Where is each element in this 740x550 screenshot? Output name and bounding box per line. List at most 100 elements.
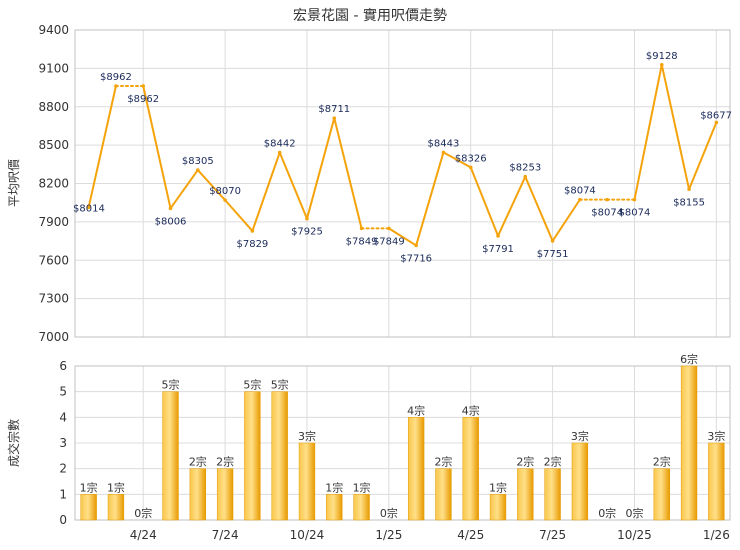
price-line-segment (469, 166, 500, 237)
price-point-labels: $8014 $8962 $8962 $8006 $8305 $8070 $7829 $8442… (73, 51, 732, 265)
volume-bar (298, 442, 316, 521)
price-point (687, 187, 691, 192)
volume-bar-label: 2宗 (544, 455, 562, 469)
price-line-segment (169, 169, 199, 210)
price-line-segment (278, 151, 308, 220)
price-line-segment (387, 227, 418, 247)
volume-bar-label: 0宗 (380, 506, 398, 520)
price-point (632, 197, 637, 202)
price-point (114, 84, 118, 88)
volume-bar-label: 0宗 (598, 506, 616, 520)
volume-bar-label: 3宗 (298, 429, 316, 443)
volume-bar (407, 417, 425, 521)
price-point (523, 174, 528, 179)
price-point (468, 165, 473, 170)
price-point (359, 226, 364, 231)
volume-bar-label: 0宗 (625, 506, 643, 520)
volume-y-axis-label: 成交宗數 (6, 419, 21, 467)
volume-y-tick-label: 2 (59, 462, 67, 476)
price-y-tick-label: 7000 (38, 330, 69, 344)
volume-bar (544, 468, 561, 521)
volume-bar (216, 468, 234, 521)
price-y-axis-label: 平均呎價 (7, 159, 21, 207)
price-y-tick-label: 8800 (38, 100, 69, 114)
volume-plot-frame (74, 365, 731, 521)
x-tick-label: 10/25 (617, 528, 652, 542)
price-point (714, 120, 719, 125)
volume-bar (489, 494, 507, 521)
volume-bar-label: 5宗 (243, 378, 261, 392)
price-point-label: $8305 (182, 156, 214, 167)
price-point-label: $7849 (346, 236, 378, 247)
price-point-label: $8253 (509, 163, 541, 174)
price-line-segment (196, 169, 227, 202)
price-line-segment (633, 63, 663, 201)
price-point-label: $7751 (537, 249, 569, 260)
price-point (387, 226, 391, 231)
volume-y-tick-label: 6 (59, 359, 67, 373)
volume-bar-label: 4宗 (462, 403, 480, 417)
price-line-segment (224, 199, 254, 232)
volume-bar (162, 391, 179, 521)
volume-y-tick-label: 1 (59, 487, 67, 501)
volume-bar (271, 391, 288, 521)
volume-bar-label: 2宗 (216, 455, 234, 469)
price-grid (75, 29, 730, 338)
price-line-segment (333, 117, 363, 230)
volume-bar (708, 442, 725, 521)
price-point (578, 197, 582, 202)
price-point-label: $9128 (646, 51, 678, 62)
volume-bar (653, 468, 670, 521)
price-line-segment (142, 85, 172, 210)
volume-bar-label: 3宗 (571, 429, 589, 443)
volume-y-tick-label: 3 (59, 436, 67, 450)
volume-y-tick-label: 0 (59, 513, 67, 527)
price-point-label: $8442 (264, 139, 296, 150)
price-point (659, 62, 664, 67)
price-point (196, 168, 200, 172)
price-y-tick-label: 7300 (38, 292, 69, 306)
volume-bar-label: 1宗 (353, 480, 371, 494)
price-y-tick-label: 9100 (38, 61, 69, 75)
price-y-tick-label: 7600 (38, 253, 69, 267)
price-point (550, 239, 555, 243)
price-point-label: $7849 (373, 236, 405, 247)
chart-title: 宏景花園 - 實用呎價走勢 (293, 7, 447, 24)
price-line-segment (660, 63, 691, 191)
price-line-segment (87, 85, 117, 209)
price-point-label: $8014 (73, 203, 105, 214)
volume-y-axis: 0 1 2 3 4 5 6 (59, 359, 67, 527)
x-axis: 4/24 7/24 10/24 1/25 4/25 7/25 10/25 1/26 (130, 528, 730, 542)
price-line-segment (442, 151, 472, 169)
volume-bar (517, 468, 534, 521)
price-point (223, 198, 227, 202)
price-point (168, 206, 173, 211)
price-point-label: $8070 (209, 186, 241, 197)
volume-bar (244, 391, 261, 521)
volume-bar-label: 2宗 (516, 455, 534, 469)
x-tick-label: 7/24 (212, 528, 239, 542)
price-y-tick-label: 9400 (38, 23, 69, 37)
price-point-label: $8711 (318, 104, 350, 115)
price-point-label: $8006 (155, 216, 187, 227)
volume-series (80, 365, 725, 521)
volume-bar (680, 365, 698, 521)
volume-bar (189, 468, 206, 521)
price-point-label: $8677 (700, 110, 732, 121)
x-tick-label: 7/25 (539, 528, 566, 542)
volume-bar-label: 2宗 (189, 455, 207, 469)
price-line-segment (551, 198, 581, 242)
volume-bar-label: 3宗 (707, 429, 725, 443)
price-point-label: $8962 (127, 94, 159, 105)
price-point-label: $8074 (619, 208, 651, 219)
x-tick-label: 1/26 (703, 528, 730, 542)
price-point-label: $8962 (100, 72, 132, 83)
volume-bar-label: 5宗 (271, 378, 289, 392)
price-point (496, 234, 500, 238)
volume-bar-label: 0宗 (134, 506, 152, 520)
price-point-label: $7716 (400, 253, 432, 264)
price-point-label: $8443 (428, 138, 460, 149)
price-point-label: $8326 (455, 153, 487, 164)
price-point-label: $8155 (673, 197, 705, 208)
